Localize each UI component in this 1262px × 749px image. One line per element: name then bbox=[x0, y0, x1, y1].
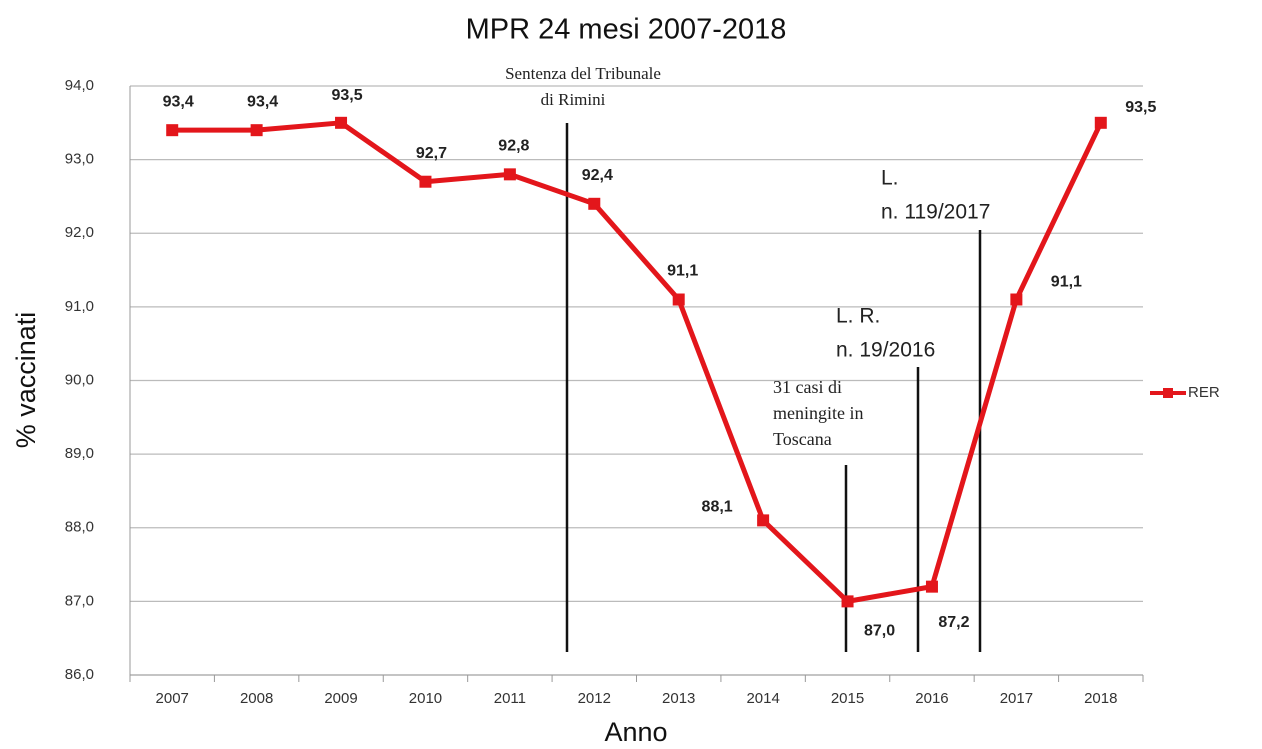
data-label: 92,4 bbox=[582, 167, 613, 184]
data-point bbox=[250, 124, 263, 137]
data-point bbox=[925, 580, 938, 593]
data-point bbox=[841, 595, 854, 608]
data-point bbox=[757, 514, 770, 527]
x-axis-label: Anno bbox=[604, 717, 667, 747]
y-tick-label: 86,0 bbox=[65, 666, 94, 683]
annotation-text: n. 119/2017 bbox=[881, 201, 990, 224]
data-label: 93,5 bbox=[1125, 99, 1156, 116]
data-point bbox=[672, 293, 685, 306]
x-tick-label: 2015 bbox=[831, 690, 864, 707]
y-tick-label: 87,0 bbox=[65, 592, 94, 609]
x-tick-label: 2009 bbox=[324, 690, 357, 707]
annotation-text: di Rimini bbox=[541, 90, 606, 109]
annotation-text: Sentenza del Tribunale bbox=[505, 64, 661, 83]
y-tick-label: 89,0 bbox=[65, 445, 94, 462]
data-point bbox=[419, 175, 432, 188]
data-label: 92,8 bbox=[498, 138, 529, 155]
y-tick-label: 93,0 bbox=[65, 151, 94, 168]
data-label: 92,7 bbox=[416, 145, 447, 162]
x-tick-label: 2013 bbox=[662, 690, 695, 707]
x-tick-label: 2017 bbox=[1000, 690, 1033, 707]
annotation-text: L. R. bbox=[836, 305, 880, 328]
y-tick-label: 94,0 bbox=[65, 77, 94, 94]
data-label: 87,2 bbox=[938, 614, 969, 631]
x-tick-label: 2012 bbox=[578, 690, 611, 707]
x-tick-label: 2011 bbox=[494, 690, 526, 707]
annotation-text: n. 19/2016 bbox=[836, 339, 935, 362]
data-label: 91,1 bbox=[667, 263, 698, 280]
x-tick-label: 2018 bbox=[1084, 690, 1117, 707]
data-point bbox=[166, 124, 179, 137]
data-label: 88,1 bbox=[702, 499, 733, 516]
annotation-text: meningite in bbox=[773, 403, 863, 423]
data-label: 91,1 bbox=[1051, 274, 1082, 291]
data-point bbox=[1094, 116, 1107, 129]
legend-marker bbox=[1163, 388, 1173, 398]
annotation-text: Toscana bbox=[773, 429, 832, 449]
annotation-text: 31 casi di bbox=[773, 377, 842, 397]
y-tick-label: 88,0 bbox=[65, 519, 94, 536]
y-tick-label: 92,0 bbox=[65, 224, 94, 241]
chart-title: MPR 24 mesi 2007-2018 bbox=[466, 14, 787, 46]
x-tick-label: 2008 bbox=[240, 690, 273, 707]
data-label: 87,0 bbox=[864, 623, 895, 640]
data-point bbox=[335, 116, 348, 129]
data-line bbox=[172, 120, 1104, 604]
y-axis-label: % vaccinati bbox=[11, 312, 41, 449]
data-point bbox=[588, 197, 601, 210]
x-tick-label: 2007 bbox=[156, 690, 189, 707]
x-tick-label: 2010 bbox=[409, 690, 442, 707]
x-tick-label: 2016 bbox=[915, 690, 948, 707]
x-tick-label: 2014 bbox=[746, 690, 779, 707]
data-point bbox=[1010, 293, 1023, 306]
y-tick-label: 90,0 bbox=[65, 371, 94, 388]
data-point bbox=[503, 168, 516, 181]
y-tick-label: 91,0 bbox=[65, 298, 94, 315]
data-label: 93,4 bbox=[247, 93, 278, 110]
data-label: 93,4 bbox=[163, 93, 194, 110]
annotation-text: L. bbox=[881, 167, 899, 190]
legend-label: RER bbox=[1188, 384, 1220, 401]
data-label: 93,5 bbox=[331, 87, 362, 104]
